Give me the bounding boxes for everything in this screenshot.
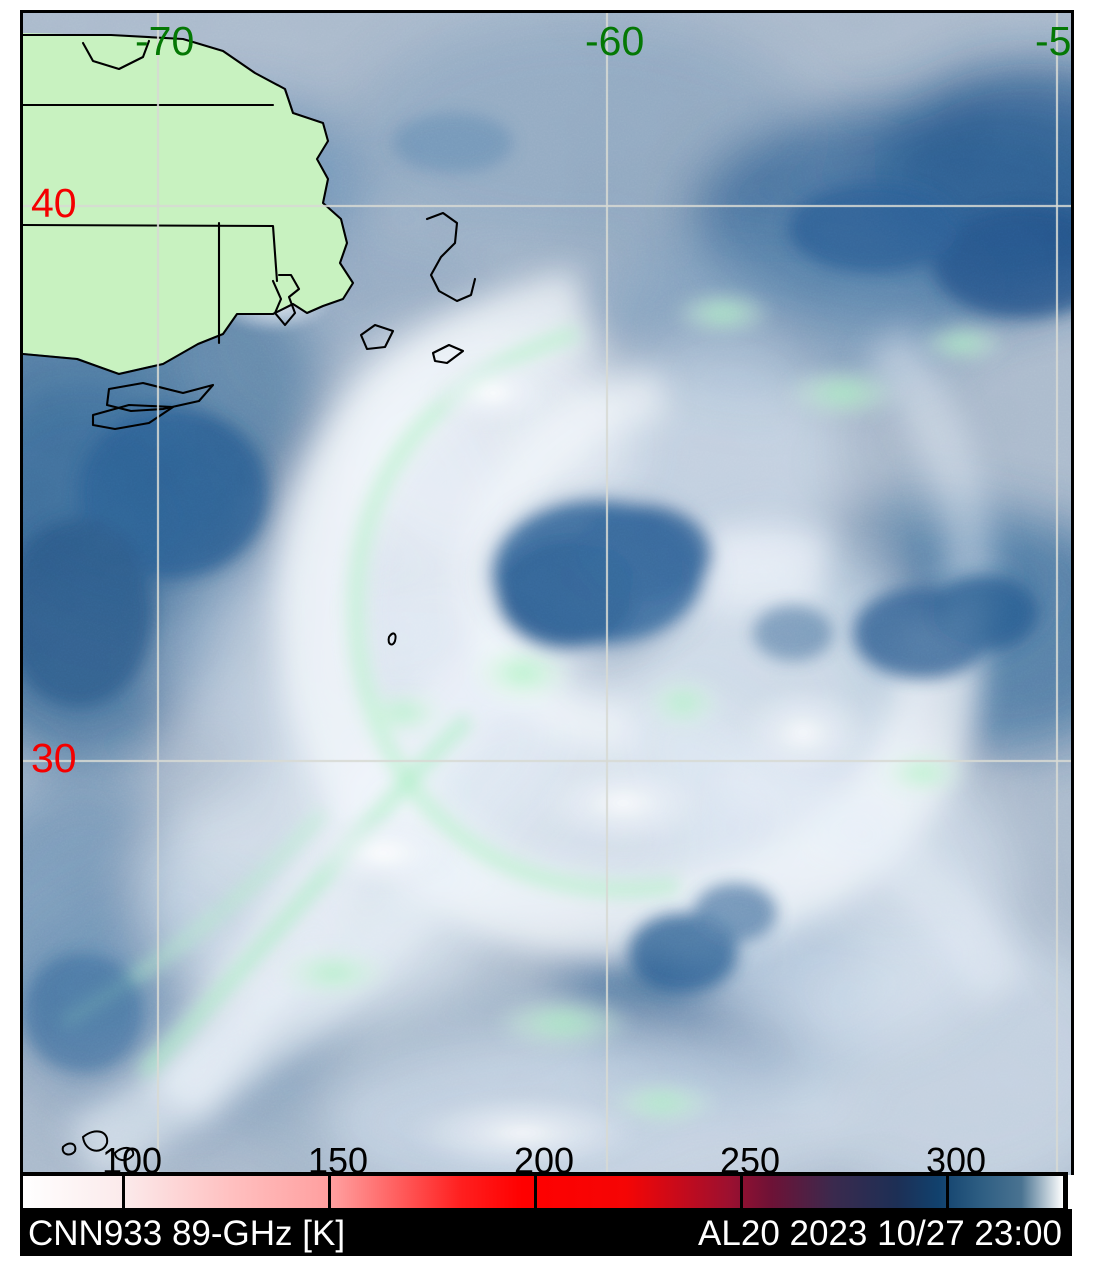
map-canvas [23,13,1071,1175]
colorbar-separator-150 [328,1176,331,1208]
lat-label-40: 40 [31,180,77,226]
caption-bar: CNN933 89-GHz [K] AL20 2023 10/27 23:00 [20,1209,1072,1256]
lon-label-minus50: -50 [1035,18,1072,64]
lat-label-30: 30 [31,735,77,781]
colorbar[interactable] [20,1172,1068,1212]
map-gridlines [23,13,1071,1175]
island-outlines [61,632,397,1161]
map-panel[interactable]: -70 -60 -50 40 30 [20,10,1074,1175]
colorbar-gradient [23,1176,1063,1208]
lon-label-minus60: -60 [585,18,645,64]
colorbar-separator-300 [946,1176,949,1208]
storm-timestamp-label: AL20 2023 10/27 23:00 [698,1214,1062,1253]
colorbar-separator-100 [122,1176,125,1208]
brightness-temperature-field [23,13,1071,1175]
colorbar-gradient-track [23,1176,1063,1208]
sensor-label: CNN933 89-GHz [K] [28,1214,346,1253]
coastline-new-england [23,33,477,431]
colorbar-separator-200 [534,1176,537,1208]
colorbar-separator-250 [740,1176,743,1208]
lon-label-minus70: -70 [135,18,195,64]
